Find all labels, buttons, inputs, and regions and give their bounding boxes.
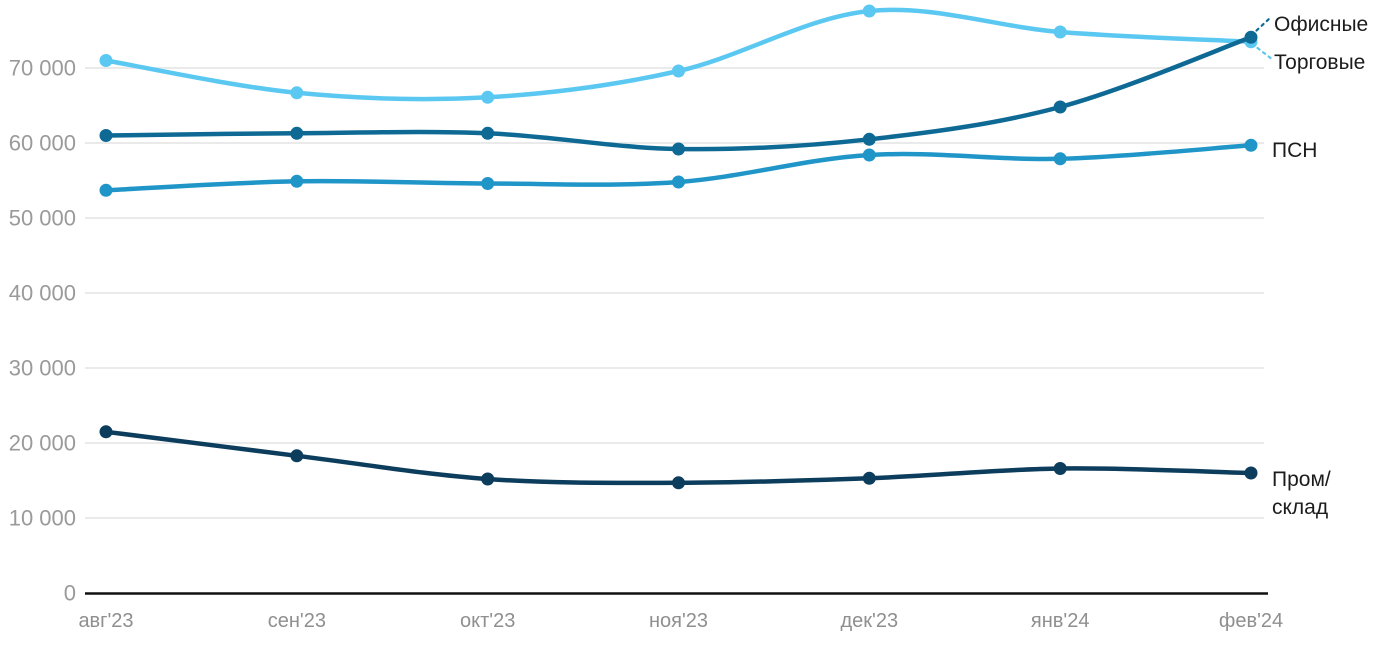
series-label-retail: Торговые xyxy=(1274,51,1365,74)
series-point-offices-2 xyxy=(481,126,495,140)
series-point-industrial-6 xyxy=(1244,466,1258,480)
leader-line-offices xyxy=(1255,17,1271,32)
x-tick-label: фев'24 xyxy=(1219,610,1283,632)
series-point-industrial-2 xyxy=(481,472,495,486)
series-point-retail-0 xyxy=(99,54,113,67)
series-point-psn-3 xyxy=(672,175,685,189)
series-point-retail-2 xyxy=(481,90,495,104)
x-tick-label: ноя'23 xyxy=(649,610,708,632)
y-tick-label: 30 000 xyxy=(9,356,76,381)
y-tick-label: 10 000 xyxy=(9,506,76,531)
y-tick-label: 70 000 xyxy=(9,56,76,81)
series-label-industrial: Пром/ xyxy=(1272,468,1331,491)
series-point-retail-3 xyxy=(672,64,685,78)
series-point-offices-1 xyxy=(290,126,304,140)
y-tick-label: 50 000 xyxy=(9,206,76,231)
series-point-offices-3 xyxy=(672,142,685,156)
series-point-industrial-3 xyxy=(672,476,685,490)
series-point-industrial-4 xyxy=(862,471,876,485)
series-line-industrial xyxy=(103,429,1254,486)
leader-line-retail xyxy=(1256,46,1272,60)
series-point-offices-0 xyxy=(99,129,113,142)
series-point-offices-5 xyxy=(1053,100,1067,114)
y-tick-label: 0 xyxy=(64,581,76,606)
series-point-retail-5 xyxy=(1053,25,1067,39)
series-point-offices-6 xyxy=(1244,30,1258,44)
x-tick-label: авг'23 xyxy=(78,610,133,632)
y-tick-label: 20 000 xyxy=(9,431,76,456)
series-point-industrial-0 xyxy=(99,425,113,439)
series-point-psn-1 xyxy=(290,174,304,188)
series-line-offices xyxy=(103,35,1254,152)
series-line-retail xyxy=(103,7,1254,102)
series-label-psn: ПСН xyxy=(1272,139,1317,162)
series-point-psn-4 xyxy=(862,148,876,162)
y-tick-label: 60 000 xyxy=(9,131,76,156)
series-label-industrial: склад xyxy=(1272,496,1328,519)
series-point-retail-1 xyxy=(290,86,304,100)
series-point-psn-6 xyxy=(1244,138,1258,152)
x-tick-label: дек'23 xyxy=(841,610,899,632)
series-point-offices-4 xyxy=(862,132,876,146)
series-point-industrial-5 xyxy=(1053,462,1067,475)
series-point-psn-2 xyxy=(481,177,495,190)
series-point-industrial-1 xyxy=(290,449,304,463)
y-tick-label: 40 000 xyxy=(9,281,76,306)
series-point-psn-0 xyxy=(99,183,113,197)
series-point-psn-5 xyxy=(1053,152,1067,166)
x-tick-label: янв'24 xyxy=(1031,610,1090,632)
series-label-offices: Офисные xyxy=(1274,13,1368,36)
x-tick-label: окт'23 xyxy=(460,610,515,632)
series-point-retail-4 xyxy=(862,4,876,18)
x-tick-label: сен'23 xyxy=(268,610,326,632)
